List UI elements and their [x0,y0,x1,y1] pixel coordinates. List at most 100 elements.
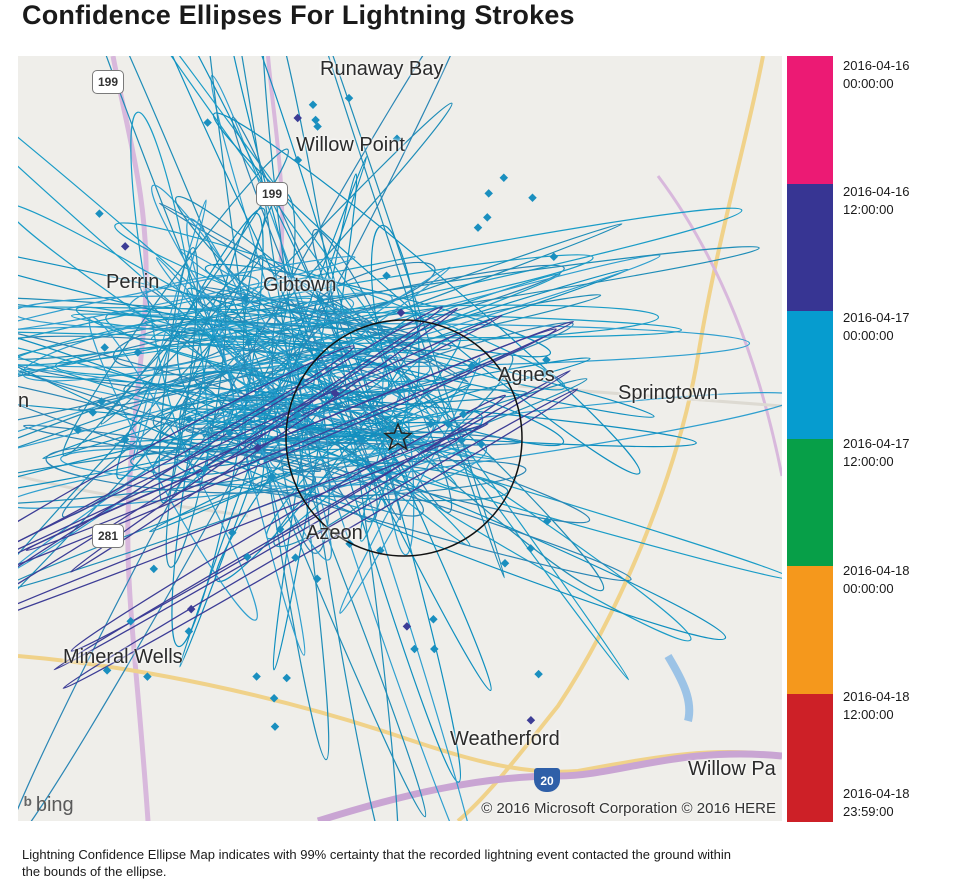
stroke-center-marker[interactable] [473,223,483,232]
lightning-confidence-ellipse[interactable] [18,353,698,459]
lightning-confidence-ellipse[interactable] [266,173,363,671]
stroke-center-marker[interactable] [97,397,106,406]
stroke-center-marker[interactable] [241,293,250,303]
lightning-confidence-ellipse[interactable] [354,377,416,543]
stroke-center-marker[interactable] [316,295,325,305]
lightning-confidence-ellipse[interactable] [18,365,636,595]
lightning-confidence-ellipse[interactable] [18,321,751,370]
stroke-center-marker[interactable] [312,574,322,583]
stroke-center-marker[interactable] [526,716,536,725]
lightning-confidence-ellipse[interactable] [306,289,393,319]
stroke-center-marker[interactable] [311,115,320,125]
stroke-center-marker[interactable] [252,672,261,681]
stroke-center-marker[interactable] [253,443,262,452]
lightning-confidence-ellipse[interactable] [200,97,654,490]
stroke-center-marker[interactable] [499,173,509,183]
lightning-confidence-ellipse[interactable] [68,305,460,576]
lightning-confidence-ellipse[interactable] [24,316,576,556]
lightning-confidence-ellipse[interactable] [18,294,596,542]
lightning-confidence-ellipse[interactable] [139,176,341,456]
stroke-center-marker[interactable] [200,464,210,473]
stroke-center-marker[interactable] [149,564,159,574]
stroke-center-marker[interactable] [267,472,277,481]
lightning-confidence-ellipse[interactable] [18,419,490,632]
stroke-center-marker[interactable] [410,644,419,654]
stroke-center-marker[interactable] [225,428,234,438]
lightning-confidence-ellipse[interactable] [60,384,580,693]
stroke-center-marker[interactable] [275,524,285,534]
lightning-confidence-ellipse[interactable] [210,304,312,657]
lightning-confidence-ellipse[interactable] [77,363,259,416]
stroke-center-marker[interactable] [293,113,302,123]
lightning-map[interactable]: 199 199 281 20 Runaway Bay Willow Point Pe… [18,56,782,821]
lightning-confidence-ellipse[interactable] [22,420,322,476]
lightning-confidence-ellipse[interactable] [51,140,300,465]
stroke-center-marker[interactable] [270,722,280,731]
lightning-confidence-ellipse[interactable] [18,295,344,330]
lightning-confidence-ellipse[interactable] [228,400,433,532]
lightning-confidence-ellipse[interactable] [18,240,596,379]
stroke-center-marker[interactable] [244,338,253,347]
lightning-confidence-ellipse[interactable] [97,251,265,428]
map-canvas[interactable] [18,56,782,821]
lightning-confidence-ellipse[interactable] [103,200,279,487]
stroke-center-marker[interactable] [483,213,492,222]
stroke-center-marker[interactable] [100,343,109,352]
lightning-confidence-ellipse[interactable] [18,337,359,590]
stroke-center-marker[interactable] [430,644,439,654]
lightning-confidence-ellipse[interactable] [52,367,572,673]
stroke-center-marker[interactable] [467,361,476,371]
stroke-center-marker[interactable] [184,415,194,424]
stroke-center-marker[interactable] [120,435,130,444]
stroke-center-marker[interactable] [330,388,340,398]
lightning-confidence-ellipse[interactable] [150,292,313,346]
lightning-confidence-ellipse[interactable] [171,288,602,394]
stroke-center-marker[interactable] [95,209,104,218]
lightning-confidence-ellipse[interactable] [67,388,509,658]
stroke-center-marker[interactable] [88,408,98,417]
stroke-center-marker[interactable] [282,673,291,683]
lightning-confidence-ellipse[interactable] [170,211,348,568]
stroke-center-marker[interactable] [429,615,438,624]
stroke-center-marker[interactable] [357,434,367,443]
stroke-center-marker[interactable] [526,544,535,553]
stroke-center-marker[interactable] [344,93,354,103]
stroke-center-marker[interactable] [459,410,468,419]
stroke-center-marker[interactable] [382,271,391,280]
stroke-center-marker[interactable] [542,355,551,365]
stroke-center-marker[interactable] [203,118,212,127]
lightning-confidence-ellipse[interactable] [18,250,356,339]
stroke-center-marker[interactable] [313,122,322,131]
stroke-center-marker[interactable] [133,348,143,357]
lightning-confidence-ellipse[interactable] [44,438,317,501]
stroke-center-marker[interactable] [500,558,510,568]
stroke-center-marker[interactable] [291,553,300,562]
stroke-center-marker[interactable] [308,100,318,110]
lightning-confidence-ellipse[interactable] [297,222,466,521]
lightning-confidence-ellipse[interactable] [376,354,419,556]
lightning-confidence-ellipse[interactable] [151,246,205,504]
stroke-center-marker[interactable] [73,425,83,435]
stroke-center-marker[interactable] [293,411,302,421]
stroke-center-marker[interactable] [120,242,130,251]
stroke-center-marker[interactable] [484,189,493,198]
stroke-center-marker[interactable] [476,439,486,449]
lightning-confidence-ellipse[interactable] [310,252,440,325]
lightning-confidence-ellipse[interactable] [18,184,704,661]
lightning-confidence-ellipse[interactable] [18,311,504,594]
stroke-center-marker[interactable] [402,622,412,631]
lightning-confidence-ellipse[interactable] [362,222,428,402]
stroke-center-marker[interactable] [444,420,453,429]
lightning-confidence-ellipse[interactable] [18,301,683,344]
stroke-center-marker[interactable] [539,369,549,378]
stroke-center-marker[interactable] [269,693,279,703]
stroke-center-marker[interactable] [534,669,543,679]
stroke-center-marker[interactable] [392,134,402,143]
lightning-confidence-ellipse[interactable] [41,264,630,464]
lightning-confidence-ellipse[interactable] [18,300,447,675]
lightning-confidence-ellipse[interactable] [318,385,401,409]
stroke-center-marker[interactable] [426,419,435,429]
stroke-center-marker[interactable] [457,436,466,445]
lightning-confidence-ellipse[interactable] [116,108,224,480]
stroke-center-marker[interactable] [528,193,537,203]
